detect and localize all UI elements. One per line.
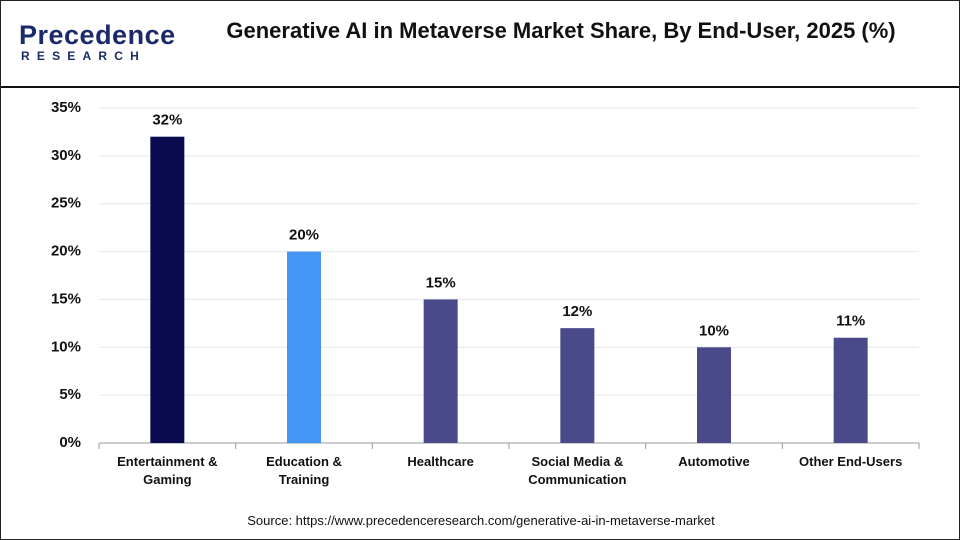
data-label: 20% [289, 227, 319, 244]
x-tick-label: Social Media & Communication [528, 454, 627, 487]
bar [833, 337, 868, 443]
logo-name: Precedence [19, 20, 176, 50]
x-tick-label: Automotive [678, 454, 750, 469]
bar [697, 347, 731, 443]
y-tick-label: 15% [51, 290, 81, 307]
y-tick-label: 5% [59, 386, 81, 403]
y-tick-label: 0% [59, 434, 81, 451]
source: Source: https://www.precedenceresearch.c… [247, 513, 715, 528]
data-label: 11% [836, 313, 865, 330]
chart-title: Generative AI in Metaverse Market Share,… [226, 18, 896, 43]
bar [287, 251, 321, 443]
logo: Precedence RESEARCH [19, 21, 176, 63]
bar [423, 299, 458, 443]
x-tick-label: Entertainment & Gaming [117, 454, 218, 487]
data-label: 12% [562, 303, 592, 320]
bar [560, 328, 595, 443]
bar [150, 136, 185, 443]
data-label: 32% [152, 112, 182, 129]
header-rule [1, 86, 959, 88]
y-tick-label: 25% [51, 195, 81, 212]
y-tick-label: 20% [51, 243, 81, 260]
y-tick-label: 30% [51, 147, 81, 164]
x-tick-label: Other End-Users [799, 454, 903, 469]
x-tick-label: Education & Training [266, 454, 342, 487]
data-label: 10% [699, 322, 729, 339]
x-tick-label: Healthcare [407, 454, 474, 469]
y-tick-label: 35% [51, 99, 81, 116]
y-tick-label: 10% [51, 338, 81, 355]
data-label: 15% [426, 274, 456, 291]
logo-tagline: RESEARCH [21, 49, 146, 63]
